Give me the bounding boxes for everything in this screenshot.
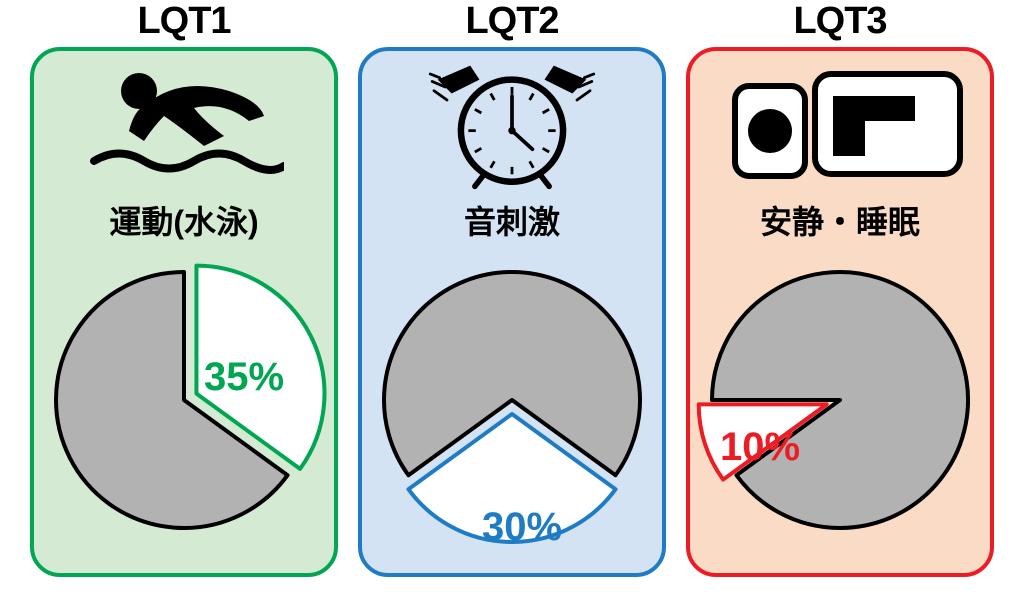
pie-chart: 10% [690, 255, 990, 573]
percentage-label: 35% [204, 355, 284, 400]
percentage-label: 30% [482, 505, 562, 550]
swimmer-icon [34, 61, 334, 191]
panel-title: LQT3 [793, 0, 886, 43]
card: 運動(水泳) 35% [30, 47, 338, 577]
panel-label: 安静・睡眠 [760, 197, 920, 243]
panel-1: LQT2 音刺激 30% [358, 0, 666, 577]
card: 音刺激 30% [358, 47, 666, 577]
panel-label: 音刺激 [464, 197, 560, 243]
pie-chart: 35% [34, 255, 334, 573]
panel-0: LQT1 運動(水泳) 35% [30, 0, 338, 577]
panel-label: 運動(水泳) [109, 197, 258, 243]
panel-2: LQT3 安静・睡眠 10% [686, 0, 994, 577]
pie-chart: 30% [362, 255, 662, 573]
card: 安静・睡眠 10% [686, 47, 994, 577]
percentage-label: 10% [720, 425, 800, 470]
sleep-icon [690, 61, 990, 191]
panel-title: LQT2 [465, 0, 558, 43]
panel-title: LQT1 [137, 0, 230, 43]
alarm-clock-icon [362, 61, 662, 191]
